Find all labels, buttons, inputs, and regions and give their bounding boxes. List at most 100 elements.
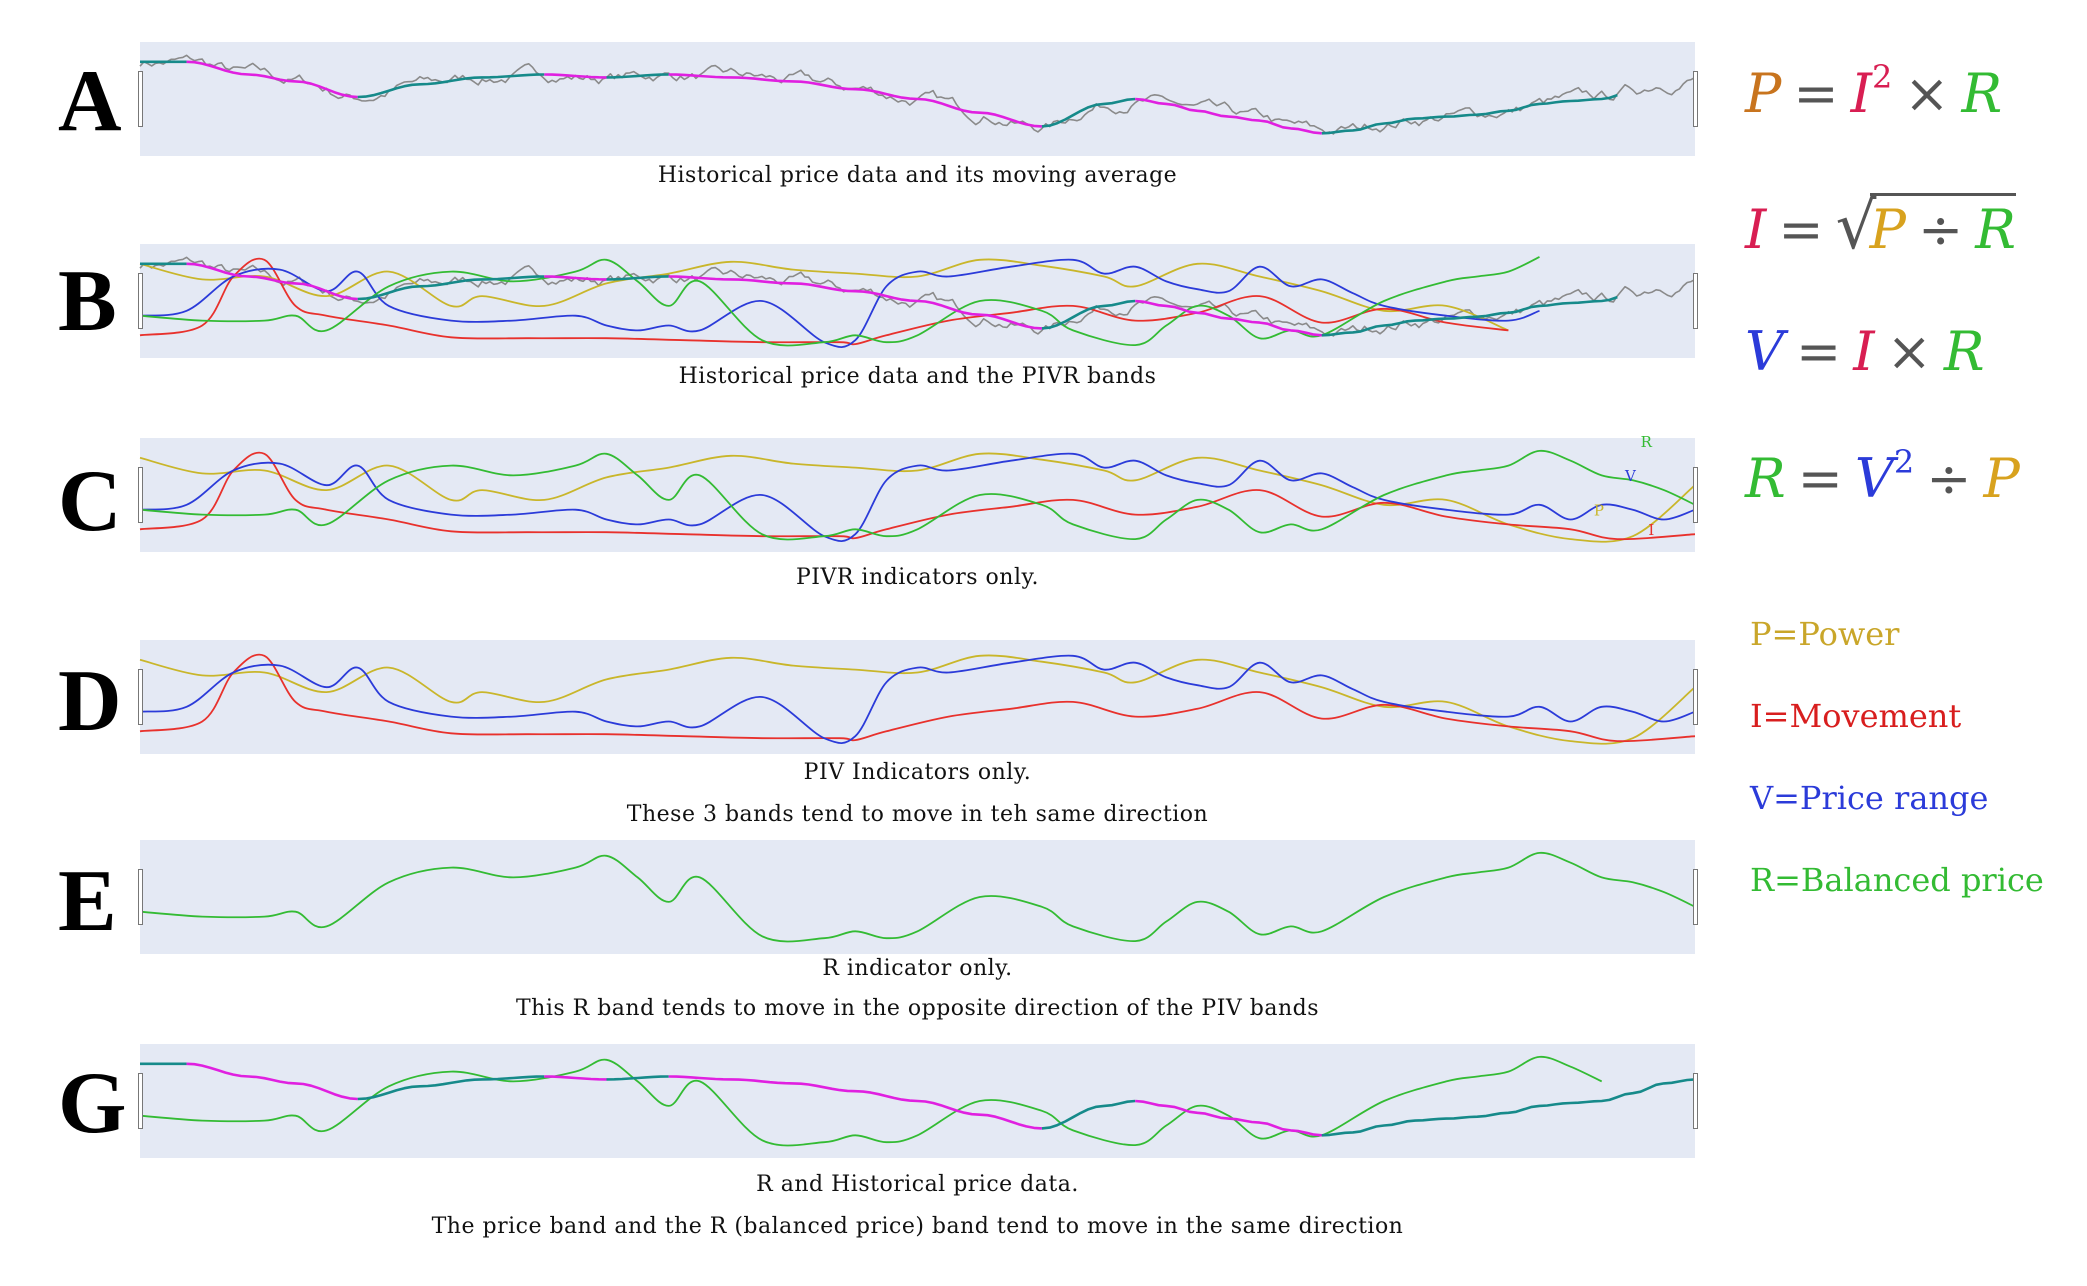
- formula-movement-b: R: [1975, 198, 2016, 261]
- panel-d-plot: [139, 640, 1696, 754]
- formula-movement-a: P: [1869, 198, 1906, 261]
- formula-balanced-a: V: [1854, 447, 1894, 510]
- moving-average-falling: [668, 1075, 1042, 1130]
- panel-g-caption-line-2: The price band and the R (balanced price…: [431, 1214, 1404, 1239]
- formula-power-b: R: [1961, 62, 2003, 125]
- moving-average-falling: [186, 262, 358, 301]
- panel-b-chart: [139, 256, 1696, 349]
- formula-balanced: R = V2 ÷ P: [1745, 443, 2020, 510]
- power-band-line: [139, 654, 1696, 745]
- legend-movement: I=Movement: [1750, 697, 1962, 735]
- legend-power: P=Power: [1750, 615, 1900, 653]
- moving-average-rising: [606, 1075, 669, 1081]
- panel-d-chart: [139, 653, 1696, 745]
- range-handle-left[interactable]: [138, 669, 143, 725]
- range-handle-right[interactable]: [1693, 273, 1698, 329]
- formula-price-range-lhs: V: [1745, 320, 1784, 383]
- formula-power-a: I: [1850, 62, 1872, 125]
- range-handle-left[interactable]: [138, 869, 143, 925]
- balanced-price-band-line: [139, 256, 1540, 347]
- panel-letter-a: A: [58, 53, 122, 150]
- moving-average-rising: [606, 73, 669, 79]
- formula-balanced-b: P: [1983, 447, 2020, 510]
- moving-average-rising: [357, 1075, 545, 1101]
- formula-power: P = I2 × R: [1745, 58, 2003, 125]
- formula-movement-op: ÷: [1917, 198, 1964, 261]
- legend-balanced-price: R=Balanced price: [1750, 861, 2044, 899]
- moving-average-falling: [186, 1062, 358, 1101]
- formula-price-range-a: I: [1853, 320, 1875, 383]
- panel-g-chart: [139, 1055, 1696, 1147]
- balanced-price-band-line: [139, 1055, 1603, 1147]
- range-handle-right[interactable]: [1693, 1073, 1698, 1129]
- end-label-r: R: [1641, 433, 1653, 451]
- legend-price-range: V=Price range: [1750, 779, 1989, 817]
- panel-g-plot: [139, 1044, 1696, 1158]
- formula-balanced-exp: 2: [1893, 443, 1915, 481]
- moving-average-falling: [1135, 299, 1322, 337]
- formula-power-op: ×: [1904, 62, 1950, 125]
- range-handle-left[interactable]: [138, 71, 143, 127]
- range-handle-right[interactable]: [1693, 71, 1698, 127]
- moving-average-falling: [544, 275, 607, 281]
- balanced-price-band-line: [139, 449, 1696, 541]
- formula-price-range: V = I × R: [1745, 320, 1985, 383]
- panel-b-plot: [139, 244, 1696, 358]
- range-handle-right[interactable]: [1693, 869, 1698, 925]
- moving-average-rising: [1321, 1078, 1696, 1137]
- range-handle-left[interactable]: [138, 273, 143, 329]
- end-label-p: P: [1594, 502, 1604, 520]
- panel-letter-c: C: [58, 453, 122, 550]
- moving-average-rising: [1041, 1099, 1136, 1130]
- formula-power-exp: 2: [1871, 58, 1893, 96]
- end-label-i: I: [1648, 521, 1654, 539]
- panel-a-caption-line-1: Historical price data and its moving ave…: [657, 163, 1178, 188]
- price-range-band-line: [139, 654, 1696, 745]
- moving-average-rising: [1041, 299, 1136, 330]
- panel-d-caption-line-2: These 3 bands tend to move in teh same d…: [626, 802, 1209, 827]
- panel-c-caption-line-1: PIVR indicators only.: [795, 565, 1040, 590]
- moving-average-falling: [544, 1075, 607, 1081]
- price-range-band-line: [139, 452, 1696, 543]
- power-band-line: [139, 452, 1696, 543]
- sqrt-symbol: √ P ÷ R: [1835, 190, 2016, 264]
- moving-average-falling: [1135, 1099, 1322, 1137]
- panel-e-caption-line-2: This R band tends to move in the opposit…: [515, 996, 1320, 1021]
- moving-average-rising: [357, 73, 545, 99]
- moving-average-falling: [1135, 97, 1322, 135]
- panel-e-plot: [139, 840, 1696, 954]
- panel-c-chart: RV P I: [139, 433, 1696, 543]
- moving-average-rising: [606, 275, 669, 281]
- formula-price-range-op: ×: [1886, 320, 1932, 383]
- formula-price-range-b: R: [1943, 320, 1985, 383]
- formula-balanced-op: ÷: [1926, 447, 1972, 510]
- balanced-price-band-line: [139, 851, 1696, 943]
- panel-letter-b: B: [58, 253, 117, 350]
- moving-average-rising: [1321, 295, 1618, 337]
- end-label-v: V: [1624, 467, 1637, 485]
- panel-letter-d: D: [58, 653, 122, 750]
- panel-a-chart: [139, 54, 1696, 135]
- panel-letter-g: G: [58, 1055, 127, 1152]
- moving-average-falling: [668, 275, 1042, 330]
- panel-g-caption-line-1: R and Historical price data.: [756, 1172, 1079, 1197]
- movement-band-line: [139, 451, 1696, 541]
- panel-d-caption-line-1: PIV Indicators only.: [803, 760, 1032, 785]
- range-handle-right[interactable]: [1693, 467, 1698, 523]
- range-handle-left[interactable]: [138, 467, 143, 523]
- formula-power-lhs: P: [1745, 62, 1782, 125]
- formula-balanced-lhs: R: [1745, 447, 1786, 510]
- range-handle-left[interactable]: [138, 1073, 143, 1129]
- moving-average-rising: [1321, 93, 1618, 135]
- price-range-band-line: [139, 258, 1540, 349]
- movement-band-line: [139, 257, 1509, 346]
- range-handle-right[interactable]: [1693, 669, 1698, 725]
- panel-e-caption-line-1: R indicator only.: [822, 956, 1013, 981]
- moving-average-falling: [544, 73, 607, 79]
- panel-e-chart: [139, 851, 1696, 943]
- panel-letter-e: E: [58, 853, 117, 950]
- panel-b-caption-line-1: Historical price data and the PIVR bands: [678, 364, 1157, 389]
- panel-a-plot: [139, 42, 1696, 156]
- formula-movement-lhs: I: [1745, 198, 1767, 261]
